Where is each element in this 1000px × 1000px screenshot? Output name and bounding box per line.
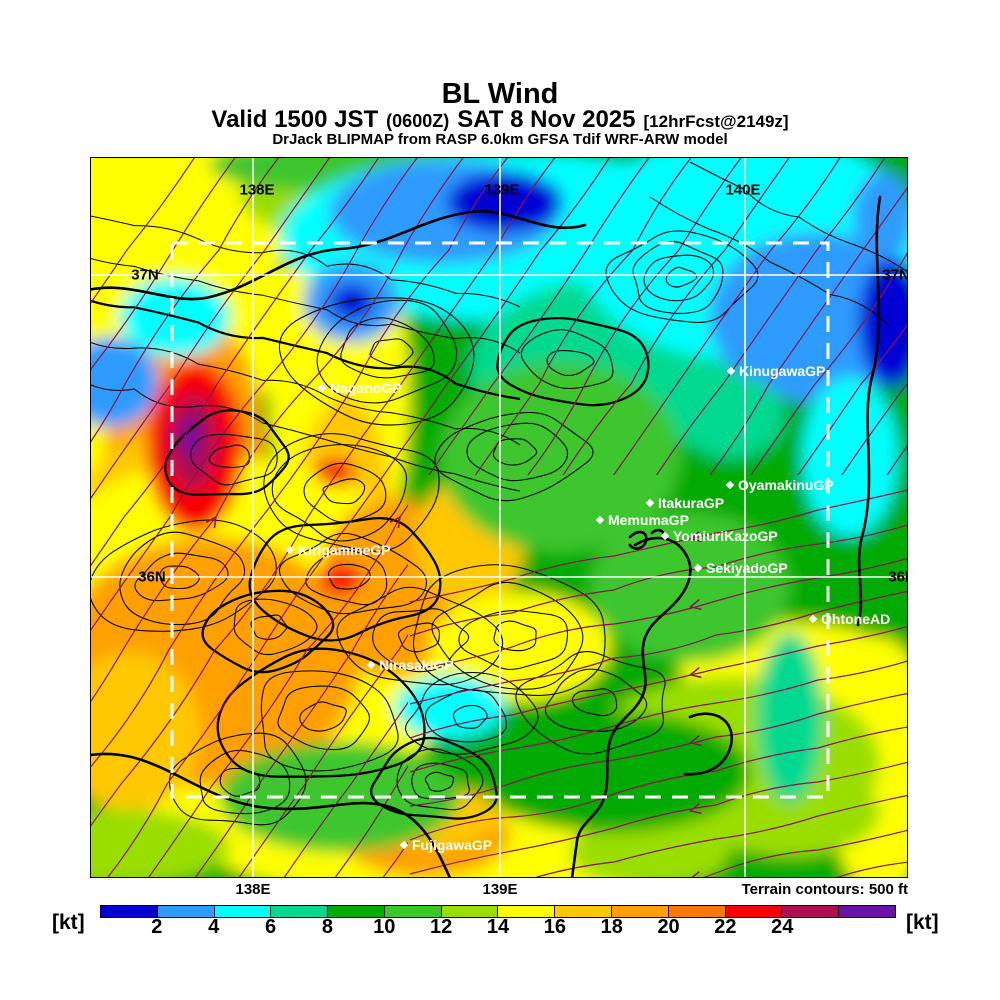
map-border [90, 157, 908, 878]
terrain-contour-note: Terrain contours: 500 ft [741, 881, 908, 898]
legend-unit-right: [kt] [906, 911, 939, 934]
colorbar-tick: 24 [771, 916, 794, 938]
colorbar-tick: 6 [265, 916, 277, 938]
legend-segment [440, 906, 498, 917]
wind-speed-field [90, 157, 908, 878]
legend-segment [497, 906, 555, 917]
legend-segment [101, 906, 157, 917]
colorbar-tick: 16 [543, 916, 566, 938]
legend-segment [667, 906, 725, 917]
valid-time-line: Valid 1500 JST (0600Z) SAT 8 Nov 2025 [12hr… [0, 106, 1000, 134]
legend-segment [554, 906, 612, 917]
colorbar-tick: 12 [430, 916, 453, 938]
legend-segment [270, 906, 328, 917]
legend-segment [781, 906, 839, 917]
domain-box [170, 241, 830, 799]
bottom-lon-label-138e: 138E [235, 881, 271, 898]
forecast-run: [12hrFcst@2149z] [643, 112, 789, 131]
legend-segment [383, 906, 441, 917]
map-canvas [90, 157, 908, 878]
wind-speed-colorbar [100, 905, 896, 918]
colorbar-tick: 20 [657, 916, 680, 938]
legend-segment [724, 906, 782, 917]
valid-time: Valid 1500 JST [211, 106, 379, 133]
coastline [90, 195, 882, 878]
colorbar-tick: 14 [486, 916, 510, 938]
colorbar-tick: 2 [151, 916, 163, 938]
legend-segment [327, 906, 384, 917]
colorbar-ticks: 2 4 6 8 10 12 14 16 18 20 22 24 [100, 916, 896, 940]
bottom-lon-label-139e: 139E [482, 881, 518, 898]
valid-date: SAT 8 Nov 2025 [457, 106, 636, 133]
legend-unit-left: [kt] [52, 911, 85, 934]
model-description: DrJack BLIPMAP from RASP 6.0km GFSA Tdif… [272, 131, 728, 148]
colorbar-tick: 18 [600, 916, 623, 938]
colorbar-tick: 4 [208, 916, 220, 938]
latlon-gridlines [90, 157, 908, 878]
colorbar-tick: 10 [373, 916, 396, 938]
legend-segment [611, 906, 668, 917]
colorbar-tick: 22 [714, 916, 737, 938]
legend-segment [213, 906, 271, 917]
legend-segment [156, 906, 214, 917]
legend-segment [838, 906, 895, 917]
colorbar-tick: 8 [321, 916, 333, 938]
page-title: BL Wind [441, 78, 559, 110]
zulu-time: (0600Z) [386, 111, 450, 131]
